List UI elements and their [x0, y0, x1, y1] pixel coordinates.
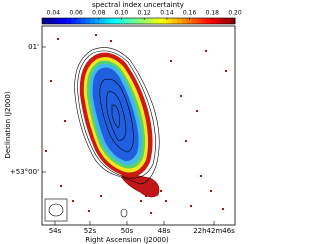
- contours: [74, 47, 160, 218]
- colorbar-cell: [56, 18, 62, 24]
- colorbar-cell: [152, 18, 159, 24]
- beam: [48, 203, 64, 217]
- colorbar-cell: [230, 18, 236, 24]
- colorbar-cell: [128, 18, 135, 24]
- y-tick-label: +53°00': [10, 168, 39, 176]
- colorbar-tick-label: 0.12: [137, 10, 151, 17]
- x-tick-label: 52s: [84, 227, 97, 235]
- colorbar-cell: [51, 18, 57, 24]
- colorbar-cell: [196, 18, 202, 24]
- colorbar-label: spectral index uncertainty: [92, 1, 184, 9]
- colorbar-cell: [75, 18, 82, 24]
- colorbar-frame: [41, 17, 236, 25]
- colorbar-cell: [157, 18, 164, 24]
- colorbar-tick-label: 0.18: [206, 10, 220, 17]
- x-tick-label: 54s: [49, 227, 62, 235]
- image: [45, 34, 227, 218]
- colorbar-tick-label: 0.10: [115, 10, 129, 17]
- noise-speckle: [45, 34, 227, 214]
- colorbar-cell: [215, 18, 222, 24]
- colorbar-cell: [124, 18, 130, 24]
- colorbar-cell: [99, 18, 106, 24]
- x-tick-label: 50s: [121, 227, 134, 235]
- colorbar-cell: [148, 18, 154, 24]
- colorbar-cell: [220, 18, 226, 24]
- colorbar-cell: [119, 18, 125, 24]
- colorbar-cell: [42, 18, 48, 24]
- colorbar-cell: [143, 18, 149, 24]
- colorbar-cell: [138, 18, 144, 24]
- colorbar-tick-label: 0.08: [92, 10, 106, 17]
- colorbar-cell: [206, 18, 212, 24]
- x-tick-label: 48s: [158, 227, 171, 235]
- colorbar-cell: [210, 18, 217, 24]
- plot-frame: [41, 25, 236, 226]
- colorbar-cell: [85, 18, 91, 24]
- x-axis-label: Right Ascension (J2000): [85, 236, 169, 244]
- colorbar-tick-label: 0.14: [160, 10, 174, 17]
- colorbar-cell: [186, 18, 193, 24]
- colorbar-cell: [114, 18, 120, 24]
- colorbar-cell: [191, 18, 197, 24]
- colorbar-cell: [95, 18, 101, 24]
- colorbar: 0.04 0.06 0.08 0.10 0.12 0.14 0.16 0.18 0.20: [41, 10, 242, 25]
- colorbar-cell: [46, 18, 53, 24]
- colorbar-tick-label: 0.16: [183, 10, 197, 17]
- colorbar-cell: [181, 18, 188, 24]
- colorbar-cell: [70, 18, 77, 24]
- colorbar-cell: [133, 18, 139, 24]
- y-tick-label: 01': [28, 43, 39, 51]
- colorbar-cell: [66, 18, 72, 24]
- colorbar-tick-label: 0.04: [47, 10, 61, 17]
- colorbar-cell: [201, 18, 207, 24]
- colorbar-tick-label: 0.20: [228, 10, 242, 17]
- colorbar-cell: [177, 18, 183, 24]
- chart: spectral index uncertainty Right Ascensi…: [4, 1, 242, 244]
- beam-box: [44, 198, 68, 222]
- colorbar-cell: [104, 18, 111, 24]
- colorbar-cell: [80, 18, 86, 24]
- colorbar-tick-label: 0.06: [69, 10, 83, 17]
- colorbar-cell: [61, 18, 67, 24]
- x-tick-label: 22h42m46s: [193, 227, 235, 235]
- colorbar-cell: [172, 18, 178, 24]
- colorbar-cell: [225, 18, 231, 24]
- colorbar-cell: [109, 18, 115, 24]
- colorbar-cell: [162, 18, 168, 24]
- colorbar-cell: [167, 18, 173, 24]
- colorbar-cell: [90, 18, 96, 24]
- y-axis-label: Declination (J2000): [4, 91, 12, 158]
